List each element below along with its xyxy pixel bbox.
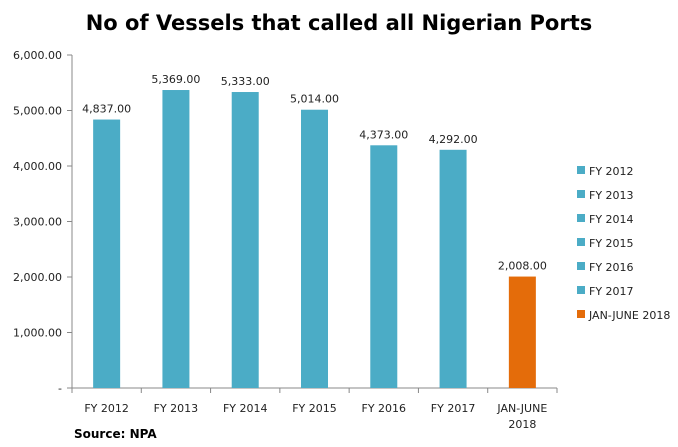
source-note: Source: NPA (74, 427, 157, 441)
legend-swatch (577, 310, 585, 318)
bar (162, 90, 190, 388)
data-label: 4,837.00 (82, 103, 131, 116)
x-tick-label: FY 2014 (223, 402, 268, 415)
x-tick-label: FY 2012 (84, 402, 129, 415)
legend-swatch (577, 214, 585, 222)
x-tick-label: FY 2016 (362, 402, 407, 415)
x-tick-label: FY 2015 (292, 402, 337, 415)
legend-swatch (577, 190, 585, 198)
bar (231, 92, 259, 389)
x-tick-label: JAN-JUNE (496, 402, 547, 415)
legend-swatch (577, 166, 585, 174)
data-label: 4,373.00 (359, 128, 408, 141)
legend-label: FY 2014 (589, 213, 634, 226)
data-label: 4,292.00 (429, 133, 478, 146)
legend-label: FY 2012 (589, 165, 634, 178)
y-tick-label: 4,000.00 (13, 160, 62, 173)
y-tick-label: 5,000.00 (13, 105, 62, 118)
bar (301, 109, 328, 389)
x-tick-label: FY 2017 (431, 402, 476, 415)
y-tick-label: 1,000.00 (13, 327, 62, 340)
bar (508, 276, 536, 388)
y-tick-label: 6,000.00 (13, 49, 62, 62)
legend-swatch (577, 238, 585, 246)
y-tick-label: - (58, 382, 62, 395)
bar (93, 119, 121, 388)
legend-swatch (577, 262, 585, 270)
data-label: 5,014.00 (290, 93, 339, 106)
legend-label: FY 2017 (589, 285, 634, 298)
legend-swatch (577, 286, 585, 294)
x-tick-label: 2018 (508, 418, 536, 431)
chart-title: No of Vessels that called all Nigerian P… (86, 11, 593, 35)
x-tick-label: FY 2013 (154, 402, 199, 415)
legend-label: JAN-JUNE 2018 (588, 309, 670, 322)
y-tick-label: 2,000.00 (13, 271, 62, 284)
data-label: 2,008.00 (498, 260, 547, 273)
y-tick-label: 3,000.00 (13, 216, 62, 229)
bar (370, 145, 398, 388)
data-label: 5,369.00 (151, 73, 200, 86)
legend-label: FY 2015 (589, 237, 634, 250)
bar (439, 149, 467, 388)
data-label: 5,333.00 (221, 75, 270, 88)
legend-label: FY 2013 (589, 189, 634, 202)
legend-label: FY 2016 (589, 261, 634, 274)
